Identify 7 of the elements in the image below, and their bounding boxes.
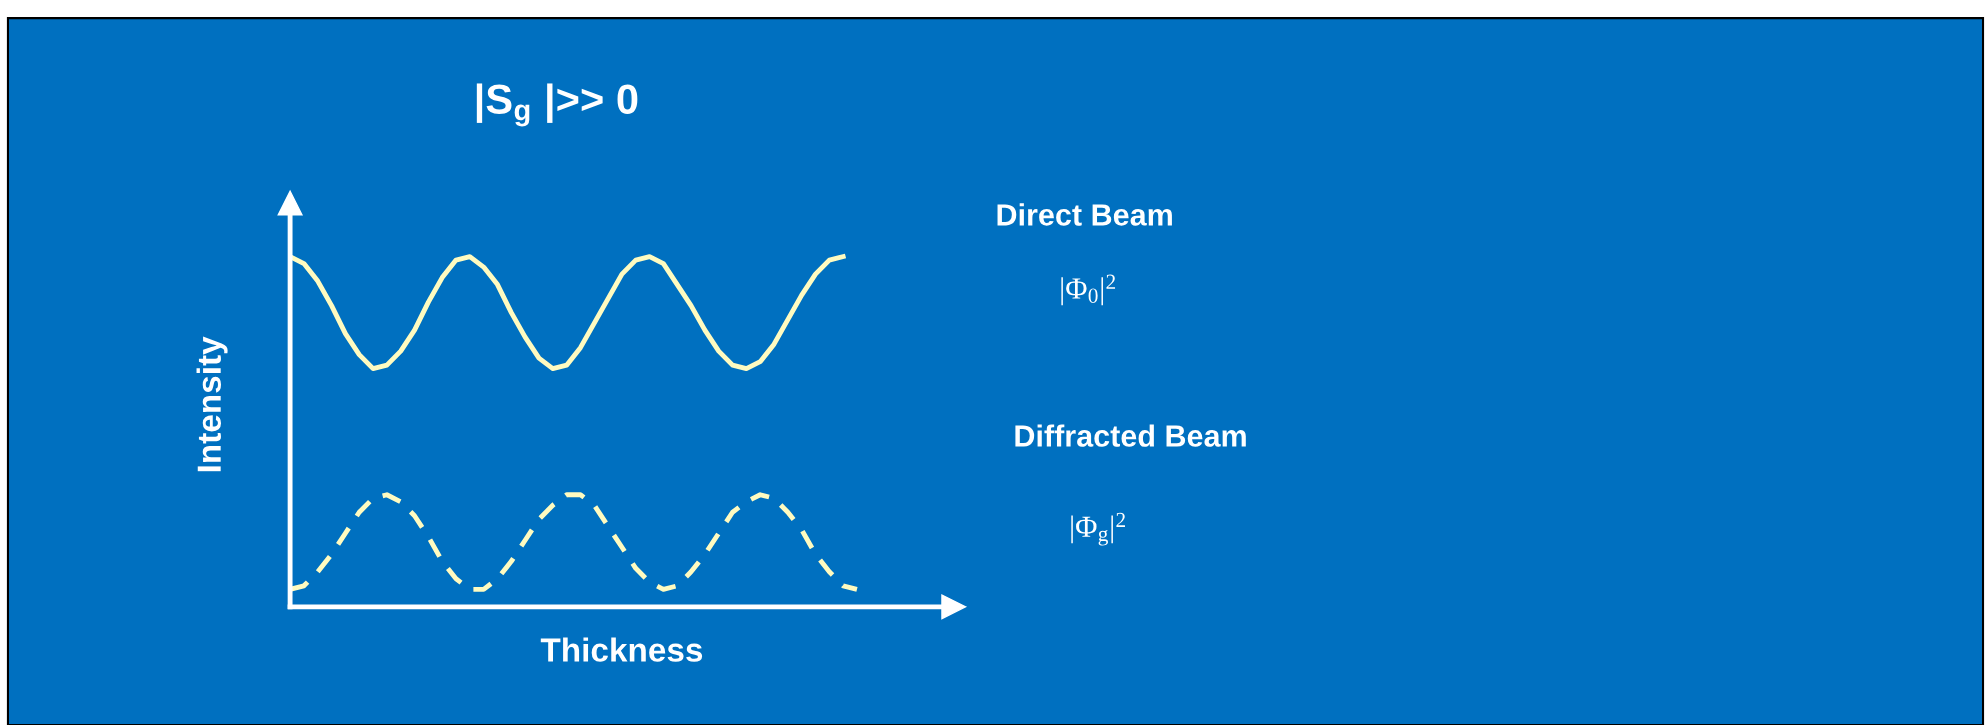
text: Direct Beam xyxy=(997,203,1172,226)
y-axis-title: Intensity xyxy=(196,336,228,472)
text: |Φ$_{g}$|$^{2}$ xyxy=(1071,512,1125,546)
text: |Φ$_{0}$|$^{2}$ xyxy=(1061,274,1116,306)
chart-title: |S$_{g}$ |>> 0 xyxy=(476,83,638,127)
text: Diffracted Beam xyxy=(1015,424,1246,447)
x-axis-title: Thickness xyxy=(540,637,703,662)
